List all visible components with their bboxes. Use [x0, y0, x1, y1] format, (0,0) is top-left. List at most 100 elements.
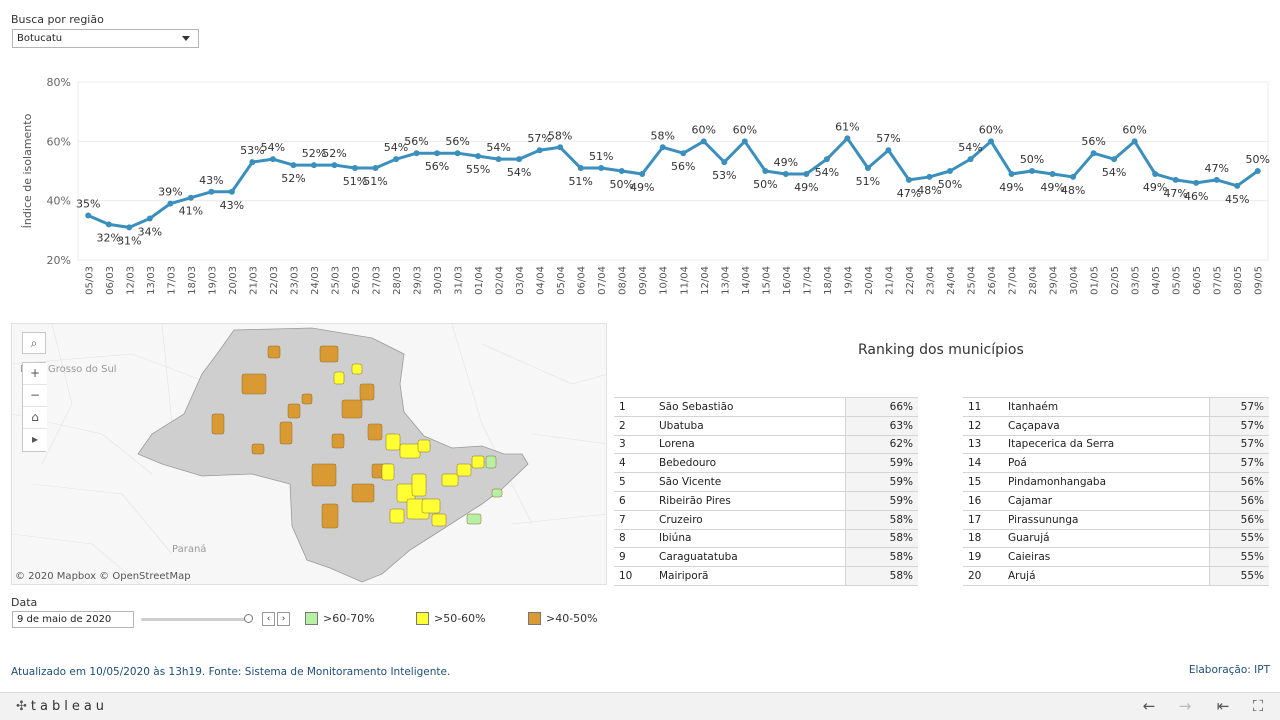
municipality-patch[interactable]	[311, 463, 337, 487]
ranking-row[interactable]: 2 Ubatuba 63%	[614, 416, 918, 436]
ranking-row[interactable]: 13 Itapecerica da Serra 57%	[963, 435, 1269, 455]
municipality-patch[interactable]	[287, 403, 301, 419]
undo-icon[interactable]: ←	[1142, 697, 1156, 715]
data-point[interactable]	[1193, 179, 1200, 186]
municipality-patch[interactable]	[279, 421, 293, 445]
data-point[interactable]	[187, 194, 194, 201]
data-point[interactable]	[844, 135, 851, 142]
date-input[interactable]: 9 de maio de 2020	[12, 611, 134, 628]
data-point[interactable]	[167, 200, 174, 207]
data-point[interactable]	[434, 150, 441, 157]
data-point[interactable]	[1070, 173, 1077, 180]
municipality-patch[interactable]	[381, 463, 395, 481]
data-point[interactable]	[85, 212, 92, 219]
data-point[interactable]	[146, 215, 153, 222]
municipality-patch[interactable]	[441, 473, 459, 487]
municipality-patch[interactable]	[251, 443, 265, 455]
data-point[interactable]	[290, 162, 297, 169]
ranking-row[interactable]: 14 Poá 57%	[963, 453, 1269, 474]
data-point[interactable]	[1152, 170, 1159, 177]
search-icon[interactable]: ⌕	[22, 332, 46, 354]
municipality-patch[interactable]	[321, 503, 339, 529]
data-point[interactable]	[372, 165, 379, 172]
ranking-row[interactable]: 1 São Sebastião 66%	[614, 397, 918, 417]
ranking-row[interactable]: 15 Pindamonhangaba 56%	[963, 472, 1269, 492]
data-point[interactable]	[577, 165, 584, 172]
zoom-in-icon[interactable]: +	[23, 363, 47, 385]
data-point[interactable]	[413, 150, 420, 157]
tableau-logo[interactable]: ✣ tableau	[16, 699, 108, 714]
data-point[interactable]	[598, 165, 605, 172]
data-point[interactable]	[782, 170, 789, 177]
home-icon[interactable]: ⌂	[23, 407, 47, 429]
data-point[interactable]	[639, 170, 646, 177]
municipality-patch[interactable]	[367, 423, 383, 441]
municipality-patch[interactable]	[333, 371, 345, 385]
municipality-patch[interactable]	[211, 413, 225, 435]
ranking-row[interactable]: 16 Cajamar 56%	[963, 491, 1269, 511]
municipality-patch[interactable]	[421, 498, 441, 514]
data-point[interactable]	[967, 156, 974, 163]
municipality-patch[interactable]	[471, 455, 485, 469]
data-point[interactable]	[1049, 170, 1056, 177]
data-point[interactable]	[495, 156, 502, 163]
municipality-patch[interactable]	[351, 483, 375, 503]
data-point[interactable]	[1111, 156, 1118, 163]
municipality-patch[interactable]	[319, 345, 339, 363]
data-point[interactable]	[105, 221, 112, 228]
data-point[interactable]	[1172, 176, 1179, 183]
data-point[interactable]	[249, 159, 256, 166]
date-slider-track[interactable]	[141, 618, 249, 621]
data-point[interactable]	[208, 188, 215, 195]
data-point[interactable]	[228, 188, 235, 195]
data-point[interactable]	[864, 165, 871, 172]
data-point[interactable]	[618, 168, 625, 174]
data-point[interactable]	[946, 168, 953, 174]
data-point[interactable]	[680, 150, 687, 157]
municipality-patch[interactable]	[431, 513, 447, 527]
ranking-row[interactable]: 6 Ribeirão Pires 59%	[614, 491, 918, 511]
municipality-patch[interactable]	[399, 443, 421, 459]
municipality-patch[interactable]	[411, 473, 427, 497]
date-slider-thumb[interactable]	[244, 614, 253, 623]
ranking-row[interactable]: 18 Guarujá 55%	[963, 529, 1269, 549]
ranking-row[interactable]: 4 Bebedouro 59%	[614, 453, 918, 474]
next-date-button[interactable]: ›	[277, 612, 290, 626]
municipality-patch[interactable]	[351, 363, 363, 375]
data-point[interactable]	[475, 153, 482, 160]
redo-icon[interactable]: →	[1178, 697, 1192, 715]
data-point[interactable]	[269, 156, 276, 163]
previous-date-button[interactable]: ‹	[262, 612, 275, 626]
municipality-patch[interactable]	[456, 463, 472, 477]
municipality-patch[interactable]	[331, 433, 345, 449]
data-point[interactable]	[557, 144, 564, 151]
data-point[interactable]	[823, 156, 830, 163]
data-point[interactable]	[721, 159, 728, 166]
municipality-patch[interactable]	[267, 345, 281, 359]
data-point[interactable]	[659, 144, 666, 151]
municipality-patch[interactable]	[485, 455, 497, 469]
data-point[interactable]	[1131, 138, 1138, 145]
data-point[interactable]	[516, 156, 523, 163]
municipality-patch[interactable]	[359, 383, 375, 401]
ranking-row[interactable]: 19 Caieiras 55%	[963, 547, 1269, 568]
data-point[interactable]	[700, 138, 707, 145]
data-point[interactable]	[1234, 182, 1241, 189]
data-point[interactable]	[310, 162, 317, 169]
isolation-series-line[interactable]	[87, 136, 1259, 229]
data-point[interactable]	[926, 173, 933, 180]
data-point[interactable]	[536, 147, 543, 154]
municipality-patch[interactable]	[417, 439, 431, 453]
data-point[interactable]	[1008, 170, 1015, 177]
data-point[interactable]	[988, 138, 995, 145]
data-point[interactable]	[905, 176, 912, 183]
ranking-row[interactable]: 3 Lorena 62%	[614, 435, 918, 455]
data-point[interactable]	[803, 170, 810, 177]
municipality-patch[interactable]	[341, 399, 363, 419]
data-point[interactable]	[1029, 168, 1036, 174]
data-point[interactable]	[1254, 168, 1261, 174]
ranking-row[interactable]: 17 Pirassununga 56%	[963, 510, 1269, 530]
data-point[interactable]	[762, 168, 769, 174]
ranking-row[interactable]: 9 Caraguatatuba 58%	[614, 547, 918, 568]
data-point[interactable]	[393, 156, 400, 163]
